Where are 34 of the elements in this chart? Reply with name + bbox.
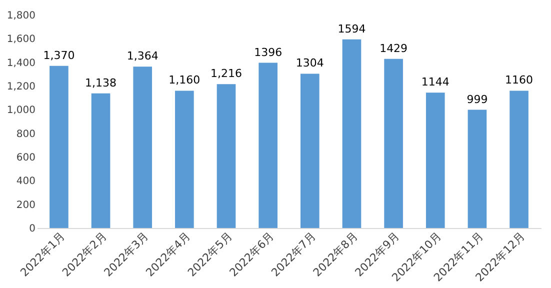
data-label: 1,364 <box>126 50 158 63</box>
y-tick-label: 400 <box>16 176 36 188</box>
bar <box>426 92 445 228</box>
y-tick-label: 1,600 <box>6 34 36 46</box>
bar <box>468 110 487 228</box>
data-label: 1429 <box>380 42 408 55</box>
y-tick-label: 200 <box>16 200 36 211</box>
bar <box>216 84 236 228</box>
y-tick-label: 800 <box>16 128 36 140</box>
y-tick-label: 600 <box>16 152 36 164</box>
bar <box>342 39 362 228</box>
data-label: 1,160 <box>168 74 200 87</box>
bar <box>258 62 278 228</box>
data-label: 1160 <box>505 74 534 87</box>
data-label: 1594 <box>338 22 366 36</box>
data-label: 1144 <box>421 76 450 89</box>
bar <box>384 58 403 228</box>
bar <box>510 90 528 228</box>
bar <box>50 66 68 228</box>
data-label: 1,138 <box>85 76 117 90</box>
y-tick-label: 0 <box>29 224 36 234</box>
bar <box>175 90 194 228</box>
y-tick-label: 1,200 <box>6 82 36 92</box>
data-label: 1396 <box>254 46 282 59</box>
data-label: 1,370 <box>43 48 75 62</box>
bar <box>300 74 320 228</box>
bar <box>133 66 152 228</box>
data-label: 1,216 <box>210 67 242 80</box>
y-tick-label: 1,400 <box>6 58 36 69</box>
y-tick-label: 1,800 <box>6 10 36 22</box>
bar <box>91 93 110 228</box>
data-label: 999 <box>466 92 488 106</box>
y-tick-label: 1,000 <box>6 105 36 116</box>
data-label: 1304 <box>296 56 324 70</box>
